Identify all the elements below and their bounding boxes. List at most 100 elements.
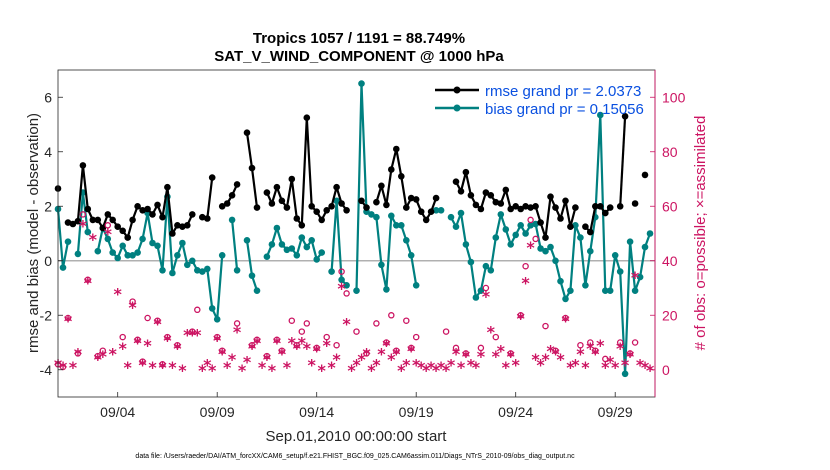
obs-assimilated-marker: * — [298, 334, 307, 353]
obs-assimilated-marker: * — [223, 358, 232, 377]
rmse-point — [84, 205, 92, 213]
rmse-point — [363, 204, 370, 211]
rmse-point — [263, 189, 271, 196]
rmse-point — [313, 208, 321, 215]
obs-assimilated-marker: * — [571, 355, 580, 374]
obs-assimilated-marker: * — [561, 312, 570, 331]
obs-assimilated-marker: * — [392, 344, 401, 363]
plot-area: ****************************************… — [54, 69, 656, 398]
obs-assimilated-marker: * — [382, 336, 391, 355]
obs-possible-marker — [218, 347, 226, 354]
obs-assimilated-marker: * — [238, 361, 247, 380]
rmse-point — [74, 217, 82, 225]
bias-point — [218, 252, 226, 259]
obs-assimilated-marker: * — [526, 238, 535, 257]
bias-point — [587, 247, 594, 255]
obs-assimilated-marker: * — [79, 216, 88, 235]
bias-point — [169, 269, 176, 277]
rmse-point — [597, 203, 604, 210]
legend-rmse-label: rmse grand pr = 2.0373 — [485, 83, 641, 100]
rmse-point — [462, 168, 470, 176]
obs-assimilated-marker: * — [352, 355, 361, 374]
y-axis-label-right: # of obs: o=possible; ×=assimilated — [692, 116, 709, 351]
legend-bias-label: bias grand pr = 0.15056 — [485, 101, 644, 118]
bias-point — [383, 286, 390, 293]
rmse-point — [358, 197, 365, 205]
obs-assimilated-marker: * — [313, 342, 322, 361]
obs-possible-marker — [84, 276, 92, 284]
bias-series — [54, 80, 654, 378]
obs-assimilated-marker: * — [502, 358, 511, 377]
bias-point — [621, 370, 629, 378]
obs-assimilated-marker: * — [253, 334, 262, 353]
bias-point — [437, 207, 445, 214]
obs-assimilated-marker: * — [283, 358, 292, 377]
obs-assimilated-marker: * — [203, 355, 212, 374]
obs-assimilated-marker: * — [641, 358, 650, 377]
rmse-point — [318, 216, 326, 224]
bias-point — [278, 241, 286, 248]
rmse-line — [619, 116, 627, 207]
obs-assimilated-marker: * — [497, 342, 506, 361]
rmse-point — [482, 189, 490, 196]
bias-point — [129, 252, 136, 259]
rmse-point — [154, 201, 161, 209]
obs-assimilated-marker: * — [447, 355, 456, 374]
bias-point — [139, 235, 146, 243]
x-tick-label: 09/24 — [498, 404, 533, 420]
rmse-point — [567, 223, 574, 230]
x-axis-label: Sep.01,2010 00:00:00 start — [266, 428, 448, 445]
obs-assimilated-marker: * — [422, 361, 431, 380]
bias-point — [263, 253, 271, 260]
obs-assimilated-marker: * — [492, 347, 501, 366]
obs-assimilated-marker: * — [213, 331, 222, 350]
obs-assimilated-marker: * — [124, 358, 133, 377]
obs-possible-marker — [373, 320, 380, 327]
obs-possible-marker — [164, 333, 171, 341]
obs-assimilated-marker: * — [233, 323, 242, 342]
obs-assimilated-marker: * — [243, 353, 252, 372]
rmse-point — [273, 183, 281, 191]
obs-assimilated-marker: * — [318, 361, 327, 380]
legend: rmse grand pr = 2.0373 bias grand pr = 0… — [435, 83, 644, 118]
bias-point — [432, 207, 440, 214]
chart-title: Tropics 1057 / 1191 = 88.749% — [253, 30, 465, 47]
obs-assimilated-marker: * — [258, 358, 267, 377]
bias-point — [537, 245, 544, 252]
obs-possible-marker — [353, 328, 360, 335]
obs-assimilated-marker: * — [462, 347, 471, 366]
rmse-point — [228, 192, 236, 199]
obs-assimilated-marker: * — [74, 344, 83, 363]
obs-possible-marker — [527, 216, 534, 224]
rmse-point — [328, 203, 335, 210]
obs-possible-marker — [631, 339, 639, 346]
obs-assimilated-marker: * — [178, 361, 187, 380]
obs-possible-marker — [94, 352, 102, 360]
obs-possible-marker — [363, 350, 370, 357]
obs-assimilated-marker: * — [367, 361, 376, 380]
obs-possible-marker — [587, 339, 594, 346]
rmse-point — [338, 200, 345, 207]
rmse-point — [398, 173, 405, 180]
obs-possible-marker — [129, 298, 136, 305]
bias-point — [577, 234, 584, 241]
rmse-point — [109, 216, 116, 224]
obs-possible-marker — [313, 344, 320, 352]
obs-assimilated-marker: * — [273, 334, 282, 353]
x-tick-label: 09/19 — [399, 404, 434, 420]
obs-assimilated-marker: * — [84, 274, 93, 293]
rmse-point — [383, 201, 390, 209]
obs-series: ****************************************… — [54, 211, 655, 380]
obs-assimilated-marker: * — [581, 358, 590, 377]
rmse-point — [333, 183, 340, 191]
bias-point — [119, 242, 126, 250]
rmse-point — [288, 175, 296, 183]
obs-possible-marker — [213, 333, 221, 341]
obs-possible-marker — [522, 262, 529, 270]
rmse-point — [512, 203, 519, 210]
obs-assimilated-marker: * — [357, 350, 366, 369]
obs-possible-marker — [602, 355, 609, 363]
rmse-point — [223, 200, 231, 207]
obs-possible-marker — [194, 306, 201, 314]
bias-point — [189, 257, 196, 265]
